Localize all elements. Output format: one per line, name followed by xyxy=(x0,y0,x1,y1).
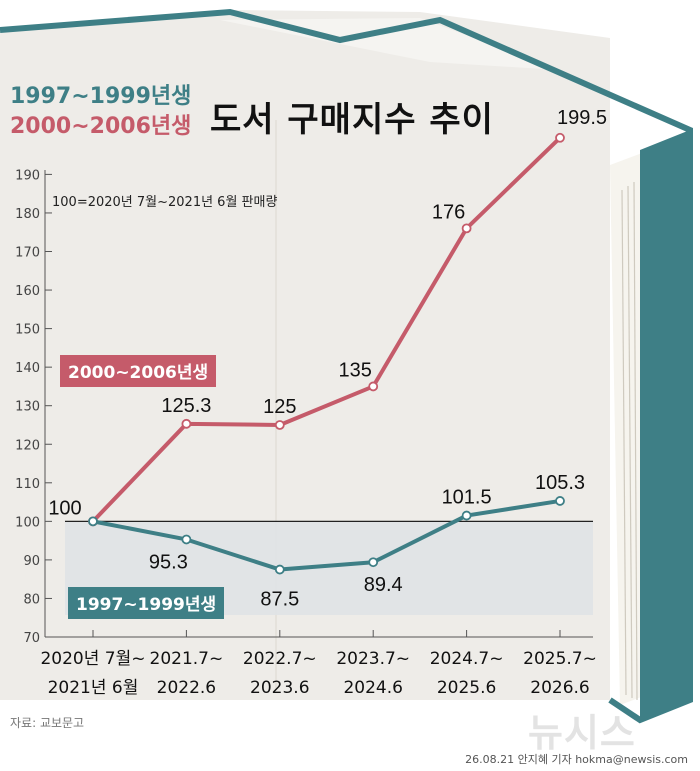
legend-item-2000-2006: 2000~2006년생 xyxy=(10,114,192,139)
data-point xyxy=(461,223,472,234)
chart-title: 도서 구매지수 추이 xyxy=(210,100,494,140)
data-point xyxy=(461,510,472,521)
data-point xyxy=(555,496,565,506)
data-point xyxy=(181,534,192,545)
y-tick-label: 70 xyxy=(23,631,40,646)
data-point xyxy=(555,132,565,143)
index-base-note: 100=2020년 7월~2021년 6월 판매량 xyxy=(52,195,278,210)
x-tick-label: 2023.7~ 2024.6 xyxy=(318,645,428,703)
y-tick-label: 120 xyxy=(15,438,40,453)
y-tick-label: 190 xyxy=(15,168,40,183)
data-label: 101.5 xyxy=(442,487,492,509)
x-tick-label: 2020년 7월~ 2021년 6월 xyxy=(38,645,148,703)
y-tick-label: 90 xyxy=(23,554,40,569)
source-text: 자료: 교보문고 xyxy=(10,716,85,730)
x-tick-label-line: 2026.6 xyxy=(530,678,590,698)
data-label: 87.5 xyxy=(260,589,299,611)
data-label: 135 xyxy=(339,359,372,381)
x-tick-label: 2021.7~ 2022.6 xyxy=(131,645,241,703)
data-label: 125 xyxy=(263,396,296,418)
x-tick-label-line: 2022.6 xyxy=(156,678,217,698)
series-tag-2000-2006: 2000~2006년생 xyxy=(60,355,217,387)
data-label: 199.5 xyxy=(557,107,607,129)
x-tick-label-line: 2025.6 xyxy=(436,678,497,698)
x-tick-label: 2022.7~ 2023.6 xyxy=(225,645,335,703)
x-tick-label-line: 2024.6 xyxy=(343,678,403,698)
x-tick-label-line: 2021.7~ xyxy=(149,649,224,669)
series-tag-1997-1999: 1997~1999년생 xyxy=(68,587,225,619)
data-label: 89.4 xyxy=(364,574,403,596)
data-point xyxy=(368,381,379,392)
x-tick-label: 2024.7~ 2025.6 xyxy=(412,645,522,703)
x-tick-label-line: 2020년 7월~ xyxy=(40,649,146,669)
y-tick-label: 140 xyxy=(15,361,40,376)
data-point xyxy=(274,420,285,430)
data-point xyxy=(368,557,379,568)
data-point xyxy=(181,418,192,429)
y-tick-label: 170 xyxy=(15,246,40,261)
series-line xyxy=(92,498,561,572)
y-tick-label: 160 xyxy=(15,284,40,299)
data-label: 125.3 xyxy=(161,395,211,417)
x-tick-label-line: 2025.7~ xyxy=(523,649,597,669)
newsis-watermark: 뉴시스 xyxy=(528,711,636,755)
x-tick-label-line: 2024.7~ xyxy=(429,649,504,669)
data-point xyxy=(88,516,98,527)
data-label: 105.3 xyxy=(535,472,585,494)
x-tick-label-line: 2021년 6월 xyxy=(47,678,139,698)
x-tick-label-line: 2023.7~ xyxy=(336,649,411,669)
series-line xyxy=(91,136,562,523)
data-label: 95.3 xyxy=(149,551,188,573)
y-tick-label: 80 xyxy=(23,592,40,607)
y-tick-label: 180 xyxy=(15,207,40,222)
x-tick-label-line: 2022.7~ xyxy=(242,649,317,669)
y-tick-label: 130 xyxy=(15,400,40,415)
data-label: 176 xyxy=(432,201,465,223)
x-tick-label: 2025.7~ 2026.6 xyxy=(505,645,615,703)
data-label: 100 xyxy=(48,497,81,519)
data-point xyxy=(274,564,285,575)
credit-text: 26.08.21 안지혜 기자 hokma@newsis.com xyxy=(465,753,688,766)
legend-item-1997-1999: 1997~1999년생 xyxy=(10,84,192,109)
y-tick-label: 100 xyxy=(15,515,40,530)
y-tick-label: 110 xyxy=(15,477,40,492)
y-tick-label: 150 xyxy=(15,323,40,338)
x-tick-label-line: 2023.6 xyxy=(250,678,310,698)
